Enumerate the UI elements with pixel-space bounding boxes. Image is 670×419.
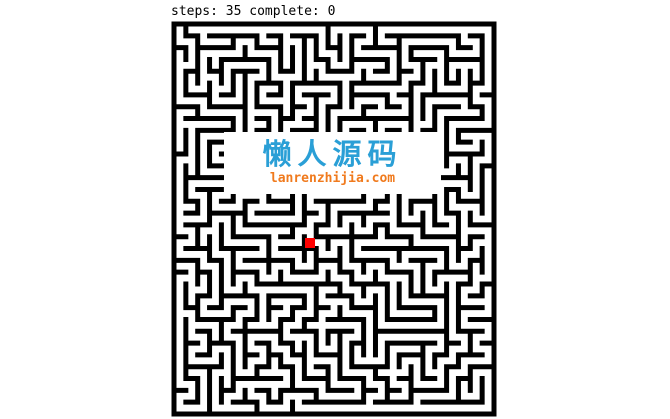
steps-count: 35 (225, 4, 242, 19)
watermark-subtitle: lanrenzhijia.com (269, 171, 396, 186)
steps-label: steps: (171, 4, 218, 19)
maze-wall-lines (171, 21, 497, 417)
status-bar: steps: 35 complete: 0 (171, 4, 335, 20)
complete-count: 0 (327, 4, 336, 19)
watermark-logo: 懒人源码 lanrenzhijia.com (224, 132, 441, 194)
complete-label: complete: (249, 4, 320, 19)
maze-background (171, 21, 497, 417)
maze-board[interactable] (171, 21, 497, 417)
maze-walls (171, 21, 497, 417)
watermark-title: 懒人源码 (262, 137, 403, 171)
player-marker[interactable] (305, 237, 316, 248)
